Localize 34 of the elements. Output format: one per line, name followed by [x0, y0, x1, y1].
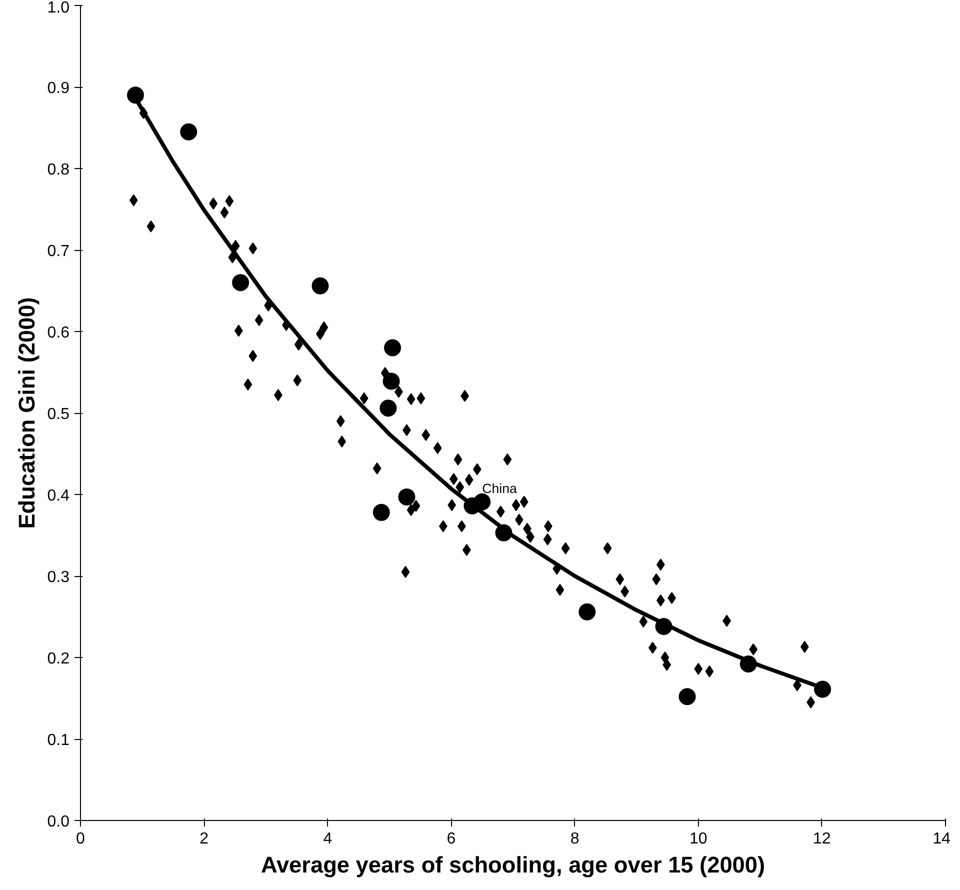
y-tick-label: 0.5 — [47, 406, 70, 423]
y-tick-label: 0.1 — [47, 732, 70, 749]
x-tick-label: 2 — [200, 830, 209, 848]
y-tick-label: 0.3 — [47, 569, 70, 586]
y-tick-label: 0.2 — [47, 650, 70, 668]
x-tick-label: 8 — [570, 830, 580, 848]
y-tick-label: 0.4 — [47, 488, 70, 504]
x-tick-label: 0 — [76, 830, 86, 848]
point — [384, 339, 402, 356]
annotation: China — [482, 480, 518, 496]
point — [382, 372, 400, 390]
y-axis-title: Education Gini (2000) — [13, 297, 40, 529]
x-tick-label: 12 — [813, 830, 831, 848]
point — [578, 603, 596, 620]
x-tick-label: 14 — [932, 830, 951, 848]
y-tick-label: 0.9 — [47, 80, 70, 97]
point — [312, 277, 329, 294]
x-tick-label: 4 — [323, 830, 332, 848]
y-tick-label: 1.0 — [47, 0, 70, 16]
y-tick-label: 0.7 — [47, 243, 70, 260]
x-axis-title: Average years of schooling, age over 15 (2000) — [260, 852, 766, 878]
y-tick-label: 0.0 — [47, 814, 70, 830]
point — [678, 688, 696, 706]
point — [126, 86, 144, 104]
point — [398, 488, 416, 506]
x-tick-label: 10 — [689, 830, 708, 848]
y-tick-label: 0.6 — [47, 324, 70, 342]
point — [372, 504, 390, 521]
point — [474, 493, 491, 510]
y-tick-label: 0.8 — [47, 162, 70, 178]
point — [180, 123, 198, 140]
x-tick-label: 6 — [446, 830, 456, 848]
point — [232, 274, 250, 292]
point — [380, 400, 397, 417]
